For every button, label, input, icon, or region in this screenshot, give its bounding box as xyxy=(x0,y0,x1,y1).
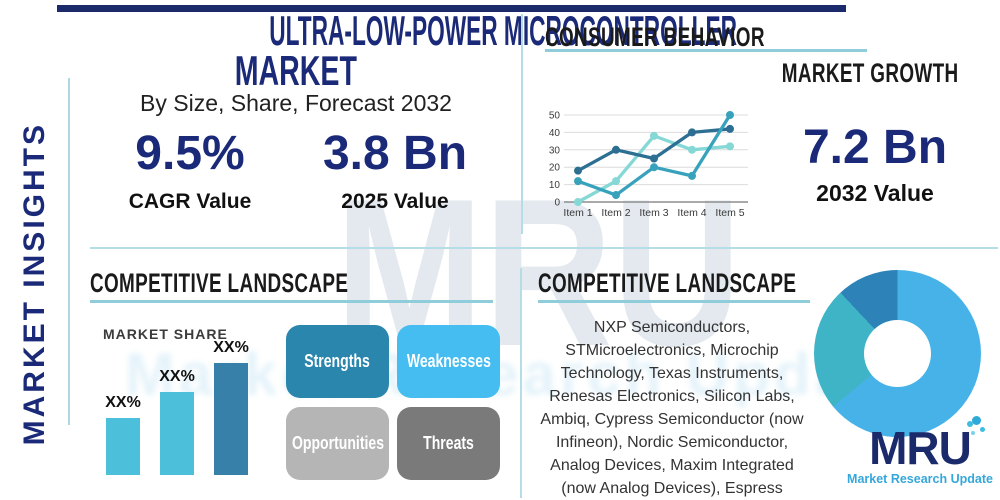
swot-weaknesses-box: Weaknesses xyxy=(397,325,500,398)
consumer-behavior-heading: CONSUMER BEHAVIOR xyxy=(545,22,765,52)
bar-column: XX% xyxy=(159,325,195,475)
company-list: NXP Semiconductors, STMicroelectronics, … xyxy=(540,319,804,497)
svg-text:20: 20 xyxy=(549,163,561,174)
bar-value-label: XX% xyxy=(213,339,249,356)
watermark-band-text: Market Research Update xyxy=(125,341,914,408)
swot-threats-box: Threats xyxy=(397,407,500,480)
value-2025: 3.8 Bn xyxy=(322,127,468,180)
bar xyxy=(106,418,140,475)
bar-column: XX% xyxy=(213,325,249,475)
market-insights-rail: MARKET INSIGHTS xyxy=(12,100,58,468)
donut-hole xyxy=(864,320,931,387)
svg-text:0: 0 xyxy=(554,198,560,209)
swot-weaknesses-label: Weaknesses xyxy=(406,351,491,371)
svg-text:Item 2: Item 2 xyxy=(601,207,630,219)
competitive-landscape-left-underline xyxy=(90,300,493,303)
svg-text:40: 40 xyxy=(549,128,561,139)
svg-text:50: 50 xyxy=(549,111,561,122)
swot-opportunities-label: Opportunities xyxy=(291,433,384,453)
value-2025-label: 2025 Value xyxy=(341,190,449,213)
cagr-value: 9.5% xyxy=(135,127,245,180)
swot-threats-label: Threats xyxy=(423,433,474,453)
page-title-line1: ULTRA-LOW-POWER MICROCONTROLLER xyxy=(269,7,738,54)
logo-splash-dot-icon xyxy=(971,416,981,425)
logo-tagline: Market Research Update xyxy=(847,472,993,486)
bar-value-label: XX% xyxy=(105,394,141,411)
rail-divider-line xyxy=(68,78,70,425)
page-title-line2: MARKET xyxy=(234,47,358,94)
line-chart: 0 10 20 30 40 50 Item 1 Item 2 Item 3 Item 4 Item … xyxy=(549,111,748,219)
horizontal-divider xyxy=(90,247,998,249)
svg-text:Item 4: Item 4 xyxy=(677,207,706,219)
top-vertical-divider xyxy=(521,14,523,234)
svg-text:Item 3: Item 3 xyxy=(639,207,668,219)
bar xyxy=(160,392,194,475)
logo-splash-dot-icon xyxy=(966,421,973,427)
consumer-behavior-underline xyxy=(545,49,867,52)
donut-chart xyxy=(814,270,981,437)
svg-text:Item 5: Item 5 xyxy=(715,207,744,219)
bar xyxy=(214,363,248,475)
swot-strengths-label: Strengths xyxy=(304,351,371,371)
competitive-landscape-right-underline xyxy=(538,300,810,303)
bar-value-label: XX% xyxy=(159,368,195,385)
market-insights-label: MARKET INSIGHTS xyxy=(18,122,51,446)
page-subtitle: By Size, Share, Forecast 2032 xyxy=(140,90,452,116)
cagr-label: CAGR Value xyxy=(128,190,252,213)
bottom-vertical-divider xyxy=(520,268,522,498)
swot-opportunities-box: Opportunities xyxy=(286,407,389,480)
competitive-landscape-left-heading: COMPETITIVE LANDSCAPE xyxy=(90,268,349,298)
svg-text:10: 10 xyxy=(549,180,561,191)
swot-strengths-box: Strengths xyxy=(286,325,389,398)
market-growth-heading: MARKET GROWTH xyxy=(781,58,958,88)
competitive-landscape-right-heading: COMPETITIVE LANDSCAPE xyxy=(538,268,797,298)
logo-splash-dot-icon xyxy=(979,427,985,432)
svg-text:30: 30 xyxy=(549,145,561,156)
bar-column: XX% xyxy=(105,325,141,475)
svg-text:Item 1: Item 1 xyxy=(563,207,592,219)
value-2032: 7.2 Bn xyxy=(802,121,948,174)
value-2032-label: 2032 Value xyxy=(816,180,934,206)
market-share-bar-chart: XX% XX% XX% xyxy=(105,325,249,475)
brand-logo: MRU Market Research Update xyxy=(845,416,995,486)
logo-wordmark: MRU xyxy=(869,416,985,471)
logo-splash-dot-icon xyxy=(970,431,975,435)
market-share-label: MARKET SHARE xyxy=(103,326,228,342)
top-accent-bar xyxy=(57,5,846,12)
